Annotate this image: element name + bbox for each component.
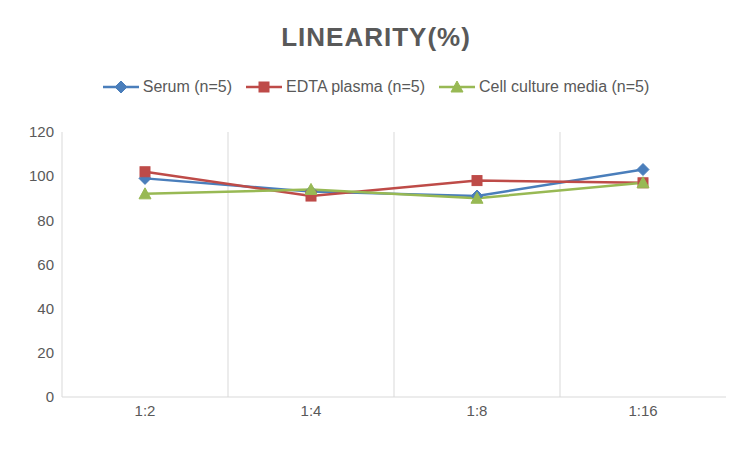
svg-text:1:4: 1:4 [301, 402, 322, 419]
svg-text:60: 60 [37, 256, 54, 273]
svg-text:20: 20 [37, 344, 54, 361]
svg-text:80: 80 [37, 212, 54, 229]
html-text:Cell culture media (n=5): Cell culture media (n=5) [479, 78, 650, 95]
svg-text:40: 40 [37, 300, 54, 317]
svg-text:0: 0 [46, 388, 54, 405]
html-text:LINEARITY(%): LINEARITY(%) [281, 22, 471, 52]
svg-text:1:8: 1:8 [467, 402, 488, 419]
svg-text:120: 120 [29, 123, 54, 140]
svg-text:1:2: 1:2 [135, 402, 156, 419]
html-text:Serum (n=5): Serum (n=5) [142, 78, 233, 95]
html-text:EDTA plasma (n=5): EDTA plasma (n=5) [286, 78, 425, 95]
svg-text:100: 100 [29, 167, 54, 184]
svg-text:1:16: 1:16 [628, 402, 657, 419]
